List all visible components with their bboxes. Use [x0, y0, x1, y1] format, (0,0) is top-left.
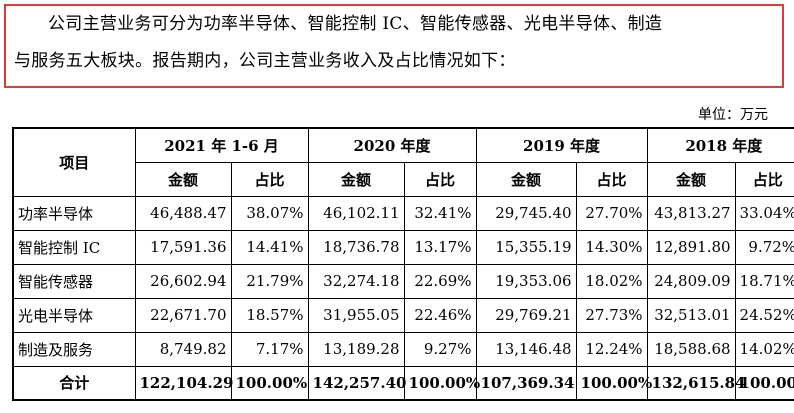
- share-cell: 9.72%: [734, 229, 794, 265]
- share-cell: 14.30%: [575, 229, 648, 265]
- header-item: 项目: [12, 127, 136, 197]
- share-cell: 7.17%: [230, 331, 309, 367]
- header-amount: 金额: [475, 161, 577, 197]
- amount-cell: 8,749.82: [134, 331, 232, 367]
- amount-cell: 31,955.05: [307, 297, 405, 333]
- header-share: 占比: [734, 161, 794, 197]
- share-cell: 33.04%: [734, 195, 794, 231]
- amount-cell: 17,591.36: [134, 229, 232, 265]
- amount-cell: 24,809.09: [646, 263, 736, 299]
- amount-cell: 18,736.78: [307, 229, 405, 265]
- amount-cell: 22,671.70: [134, 297, 232, 333]
- header-share: 占比: [230, 161, 309, 197]
- total-row: 合计 122,104.29 100.00% 142,257.40 100.00% 107,…: [12, 365, 794, 401]
- header-amount: 金额: [134, 161, 232, 197]
- table-row: 光电半导体 22,671.70 18.57% 31,955.05 22.46% 29,76…: [12, 297, 794, 333]
- header-period: 2021 年 1-6 月: [134, 127, 309, 163]
- share-cell: 13.17%: [403, 229, 477, 265]
- row-label: 制造及服务: [12, 331, 136, 367]
- share-cell: 100.00%: [403, 365, 480, 401]
- amount-cell: 122,104.29: [134, 365, 233, 401]
- row-label: 智能传感器: [12, 263, 136, 299]
- amount-cell: 26,602.94: [134, 263, 232, 299]
- amount-cell: 12,891.80: [646, 229, 736, 265]
- share-cell: 22.69%: [403, 263, 477, 299]
- highlight-box: [4, 4, 784, 88]
- row-label: 智能控制 IC: [12, 229, 136, 265]
- header-amount: 金额: [646, 161, 736, 197]
- share-cell: 22.46%: [403, 297, 477, 333]
- intro-line-2: 与服务五大板块。报告期内，公司主营业务收入及占比情况如下：: [14, 51, 516, 71]
- share-cell: 27.73%: [575, 297, 648, 333]
- table-row: 智能控制 IC 17,591.36 14.41% 18,736.78 13.17% 15,…: [12, 229, 794, 265]
- amount-cell: 15,355.19: [475, 229, 577, 265]
- amount-cell: 32,513.01: [646, 297, 736, 333]
- share-cell: 18.71%: [734, 263, 794, 299]
- intro-paragraph: 公司主营业务可分为功率半导体、智能控制 IC、智能传感器、光电半导体、制造 与服…: [14, 6, 774, 80]
- revenue-table: 项目 2021 年 1-6 月 2020 年度 2019 年度 2018 年度 …: [12, 127, 794, 401]
- amount-cell: 13,189.28: [307, 331, 405, 367]
- share-cell: 24.52%: [734, 297, 794, 333]
- amount-cell: 29,769.21: [475, 297, 577, 333]
- amount-cell: 19,353.06: [475, 263, 577, 299]
- row-label: 合计: [12, 365, 136, 401]
- amount-cell: 46,488.47: [134, 195, 232, 231]
- intro-line-1: 公司主营业务可分为功率半导体、智能控制 IC、智能传感器、光电半导体、制造: [48, 14, 663, 34]
- header-period: 2020 年度: [307, 127, 477, 163]
- unit-label: 单位：万元: [698, 107, 768, 123]
- row-label: 光电半导体: [12, 297, 136, 333]
- share-cell: 38.07%: [230, 195, 309, 231]
- amount-cell: 32,274.18: [307, 263, 405, 299]
- share-cell: 100.00%: [230, 365, 309, 401]
- share-cell: 100.00%: [575, 365, 652, 401]
- share-cell: 32.41%: [403, 195, 477, 231]
- amount-cell: 13,146.48: [475, 331, 577, 367]
- amount-cell: 29,745.40: [475, 195, 577, 231]
- share-cell: 21.79%: [230, 263, 309, 299]
- share-cell: 9.27%: [403, 331, 477, 367]
- share-cell: 18.02%: [575, 263, 648, 299]
- share-cell: 27.70%: [575, 195, 648, 231]
- share-cell: 12.24%: [575, 331, 648, 367]
- share-cell: 14.41%: [230, 229, 309, 265]
- header-share: 占比: [575, 161, 648, 197]
- amount-cell: 142,257.40: [307, 365, 406, 401]
- row-label: 功率半导体: [12, 195, 136, 231]
- table-row: 功率半导体 46,488.47 38.07% 46,102.11 32.41% 29,74…: [12, 195, 794, 231]
- amount-cell: 107,369.34: [475, 365, 577, 401]
- amount-cell: 46,102.11: [307, 195, 405, 231]
- header-period: 2019 年度: [475, 127, 648, 163]
- header-amount: 金额: [307, 161, 405, 197]
- share-cell: 14.02%: [734, 331, 794, 367]
- amount-cell: 132,615.84: [646, 365, 746, 401]
- table-row: 智能传感器 26,602.94 21.79% 32,274.18 22.69% 19,35…: [12, 263, 794, 299]
- amount-cell: 43,813.27: [646, 195, 736, 231]
- share-cell: 100.00%: [734, 365, 794, 401]
- amount-cell: 18,588.68: [646, 331, 736, 367]
- header-share: 占比: [403, 161, 477, 197]
- table-body: 功率半导体 46,488.47 38.07% 46,102.11 32.41% 29,74…: [12, 195, 794, 401]
- table-row: 制造及服务 8,749.82 7.17% 13,189.28 9.27% 13,146.4…: [12, 331, 794, 367]
- share-cell: 18.57%: [230, 297, 309, 333]
- header-period: 2018 年度: [646, 127, 794, 163]
